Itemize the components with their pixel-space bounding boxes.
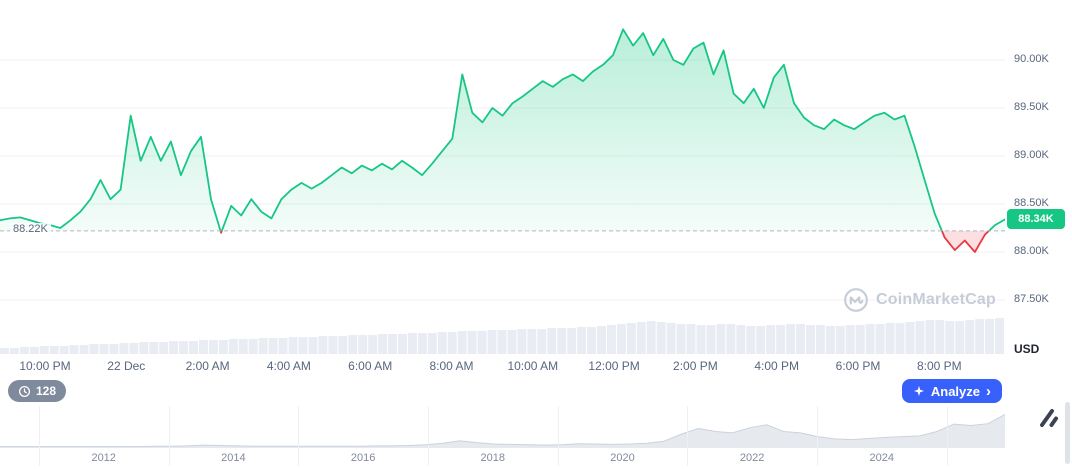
minimap-gridline — [427, 406, 429, 466]
x-axis-label: 10:00 AM — [507, 359, 559, 373]
x-axis-label: 4:00 AM — [266, 359, 311, 373]
clock-icon — [18, 385, 31, 397]
minimap-year-label: 2016 — [350, 452, 376, 464]
x-axis-label: 2:00 AM — [185, 359, 230, 373]
minimap-gridline — [298, 406, 300, 466]
minimap-gridline — [38, 406, 40, 466]
chart-toolbar: 128 Analyze › — [0, 378, 1005, 404]
analyze-label: Analyze — [930, 383, 980, 399]
x-axis-label: 8:00 PM — [916, 359, 962, 373]
coinmarketcap-logo-icon — [844, 288, 868, 312]
x-axis-label: 8:00 AM — [429, 359, 474, 373]
sparkle-icon — [913, 386, 924, 396]
currency-label: USD — [1014, 342, 1040, 356]
minimap-gridline — [817, 406, 818, 466]
x-axis-label: 22 Dec — [107, 359, 146, 373]
price-line-chart[interactable] — [0, 0, 1005, 355]
minimap-year-label: 2014 — [221, 452, 246, 464]
minimap-year-axis: 2012 2014 2016 2018 2020 2022 2024 — [0, 448, 1005, 468]
watermark: CoinMarketCap — [843, 287, 996, 313]
current-price-badge: 88.34K — [1007, 209, 1065, 230]
x-axis-label: 10:00 PM — [19, 359, 71, 373]
minimap-gridline — [557, 406, 559, 466]
previous-close-label: 88.22K — [10, 222, 51, 235]
y-axis-tick: 87.50K — [1014, 293, 1049, 305]
corner-logo-mark — [1036, 405, 1062, 431]
minimap-area-chart[interactable] — [0, 406, 1006, 448]
x-axis-label: 6:00 AM — [348, 359, 393, 373]
minimap-gridline — [946, 406, 948, 466]
history-count: 128 — [36, 384, 57, 398]
y-axis-tick: 89.50K — [1014, 101, 1049, 113]
y-axis-tick: 88.00K — [1014, 245, 1049, 257]
history-count-badge[interactable]: 128 — [8, 380, 67, 402]
history-minimap[interactable] — [0, 406, 1006, 448]
minimap-year-label: 2018 — [480, 452, 506, 464]
scrollbar-thumb[interactable] — [1065, 402, 1070, 464]
minimap-gridline — [168, 406, 170, 466]
watermark-text: CoinMarketCap — [876, 291, 996, 308]
y-axis-tick: 90.00K — [1014, 53, 1049, 65]
minimap-year-label: 2024 — [869, 452, 895, 464]
x-axis-label: 2:00 PM — [673, 359, 718, 373]
analyze-button[interactable]: Analyze › — [901, 379, 1002, 403]
y-axis[interactable]: 88.34K USD 90.00K 89.50K 89.00K 88.50K 88.00… — [1005, 0, 1072, 470]
minimap-gridline — [687, 406, 689, 466]
chevron-right-icon: › — [986, 382, 991, 400]
minimap-year-label: 2012 — [91, 452, 116, 464]
x-axis-label: 12:00 PM — [588, 359, 640, 373]
x-axis[interactable]: 10:00 PM 22 Dec 2:00 AM 4:00 AM 6:00 AM 8:00 … — [0, 359, 1005, 376]
y-axis-tick: 88.50K — [1014, 197, 1049, 209]
y-axis-tick: 89.00K — [1014, 149, 1049, 161]
x-axis-label: 6:00 PM — [835, 359, 881, 373]
minimap-year-label: 2022 — [739, 452, 765, 464]
price-chart[interactable]: CoinMarketCap 88.22K — [0, 0, 1005, 355]
x-axis-label: 4:00 PM — [754, 359, 800, 373]
minimap-year-label: 2020 — [610, 452, 635, 464]
